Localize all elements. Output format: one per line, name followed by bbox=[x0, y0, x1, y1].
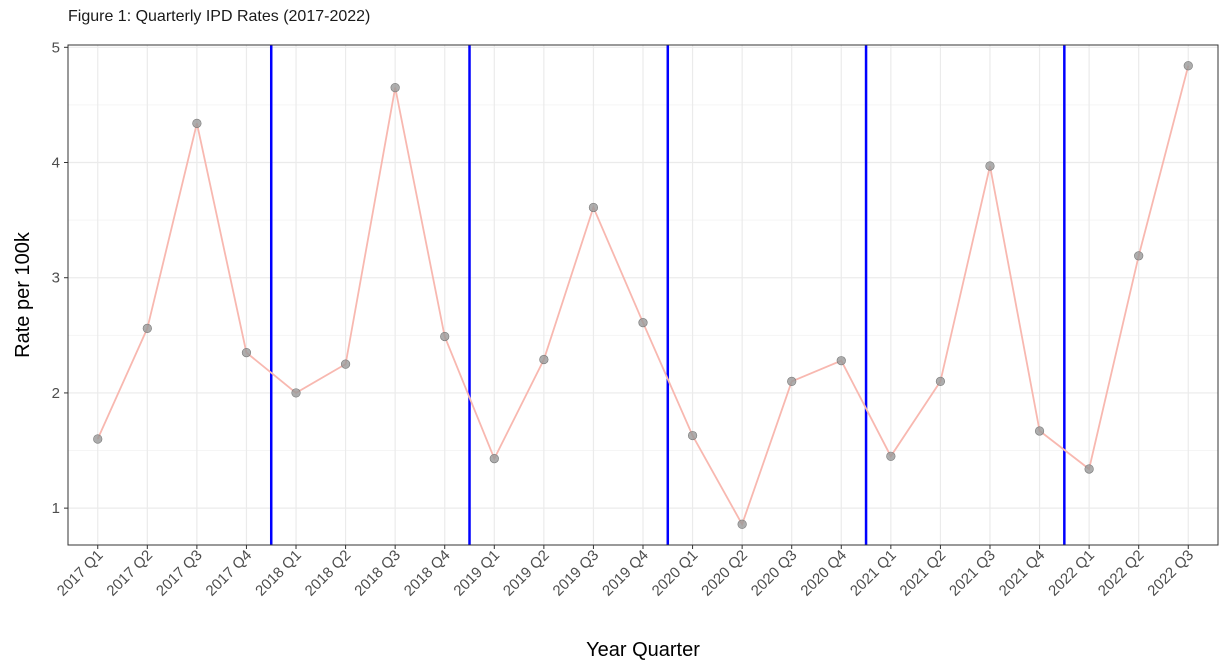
data-point bbox=[241, 348, 252, 358]
x-tick-label: 2021 Q3 bbox=[946, 547, 999, 600]
data-point bbox=[935, 376, 946, 387]
data-point bbox=[390, 83, 400, 93]
x-tick-label: 2019 Q3 bbox=[550, 547, 603, 600]
x-tick-label: 2019 Q2 bbox=[500, 547, 553, 600]
chart-title: Figure 1: Quarterly IPD Rates (2017-2022… bbox=[68, 8, 371, 25]
x-tick-label: 2018 Q2 bbox=[302, 547, 355, 600]
x-tick-label: 2019 Q4 bbox=[599, 547, 652, 600]
x-tick-label: 2022 Q1 bbox=[1045, 547, 1098, 600]
data-point bbox=[737, 519, 747, 529]
y-tick-label: 5 bbox=[52, 39, 60, 56]
series-layer bbox=[93, 61, 1193, 529]
data-point bbox=[539, 354, 549, 365]
x-tick-label: 2018 Q1 bbox=[252, 547, 305, 600]
data-point bbox=[93, 434, 103, 444]
x-tick-label: 2017 Q1 bbox=[54, 547, 107, 600]
x-tick-label: 2018 Q4 bbox=[401, 547, 454, 600]
data-point bbox=[142, 323, 152, 334]
x-tick-label: 2022 Q3 bbox=[1144, 547, 1197, 600]
data-point bbox=[638, 318, 648, 328]
y-axis-title: Rate per 100k bbox=[12, 231, 34, 358]
y-tick-label: 4 bbox=[52, 155, 60, 172]
grid-layer bbox=[68, 45, 1218, 545]
x-axis-title: Year Quarter bbox=[586, 639, 700, 661]
y-tick-label: 1 bbox=[52, 500, 60, 517]
data-point bbox=[1034, 426, 1045, 436]
data-point bbox=[489, 453, 499, 464]
x-tick-label: 2020 Q1 bbox=[649, 547, 702, 600]
data-point bbox=[192, 118, 202, 128]
x-tick-label: 2017 Q2 bbox=[103, 547, 156, 600]
vline-layer bbox=[269, 45, 1066, 545]
data-point bbox=[687, 430, 698, 441]
x-tick-label: 2020 Q2 bbox=[698, 547, 751, 600]
data-point bbox=[1183, 61, 1193, 71]
x-tick-label: 2021 Q4 bbox=[996, 547, 1049, 600]
data-point bbox=[291, 388, 301, 398]
data-point bbox=[787, 376, 797, 387]
y-tick-label: 2 bbox=[52, 385, 60, 402]
data-point bbox=[1084, 464, 1094, 474]
panel-border bbox=[67, 44, 1219, 546]
y-tick-label: 3 bbox=[52, 270, 60, 287]
x-tick-label: 2021 Q2 bbox=[897, 547, 950, 600]
data-point bbox=[886, 451, 896, 461]
data-point bbox=[1134, 251, 1144, 261]
x-tick-label: 2020 Q4 bbox=[797, 547, 850, 600]
x-tick-label: 2018 Q3 bbox=[351, 547, 404, 600]
data-point bbox=[588, 202, 599, 213]
data-point bbox=[440, 331, 450, 342]
x-tick-label: 2021 Q1 bbox=[847, 547, 900, 600]
data-point bbox=[836, 356, 846, 366]
data-point bbox=[340, 359, 351, 369]
data-point bbox=[985, 161, 995, 171]
x-tick-label: 2022 Q2 bbox=[1095, 547, 1148, 600]
x-tick-label: 2019 Q1 bbox=[450, 547, 503, 600]
x-tick-label: 2020 Q3 bbox=[748, 547, 801, 600]
x-tick-label: 2017 Q3 bbox=[153, 547, 206, 600]
x-tick-label: 2017 Q4 bbox=[203, 547, 256, 600]
